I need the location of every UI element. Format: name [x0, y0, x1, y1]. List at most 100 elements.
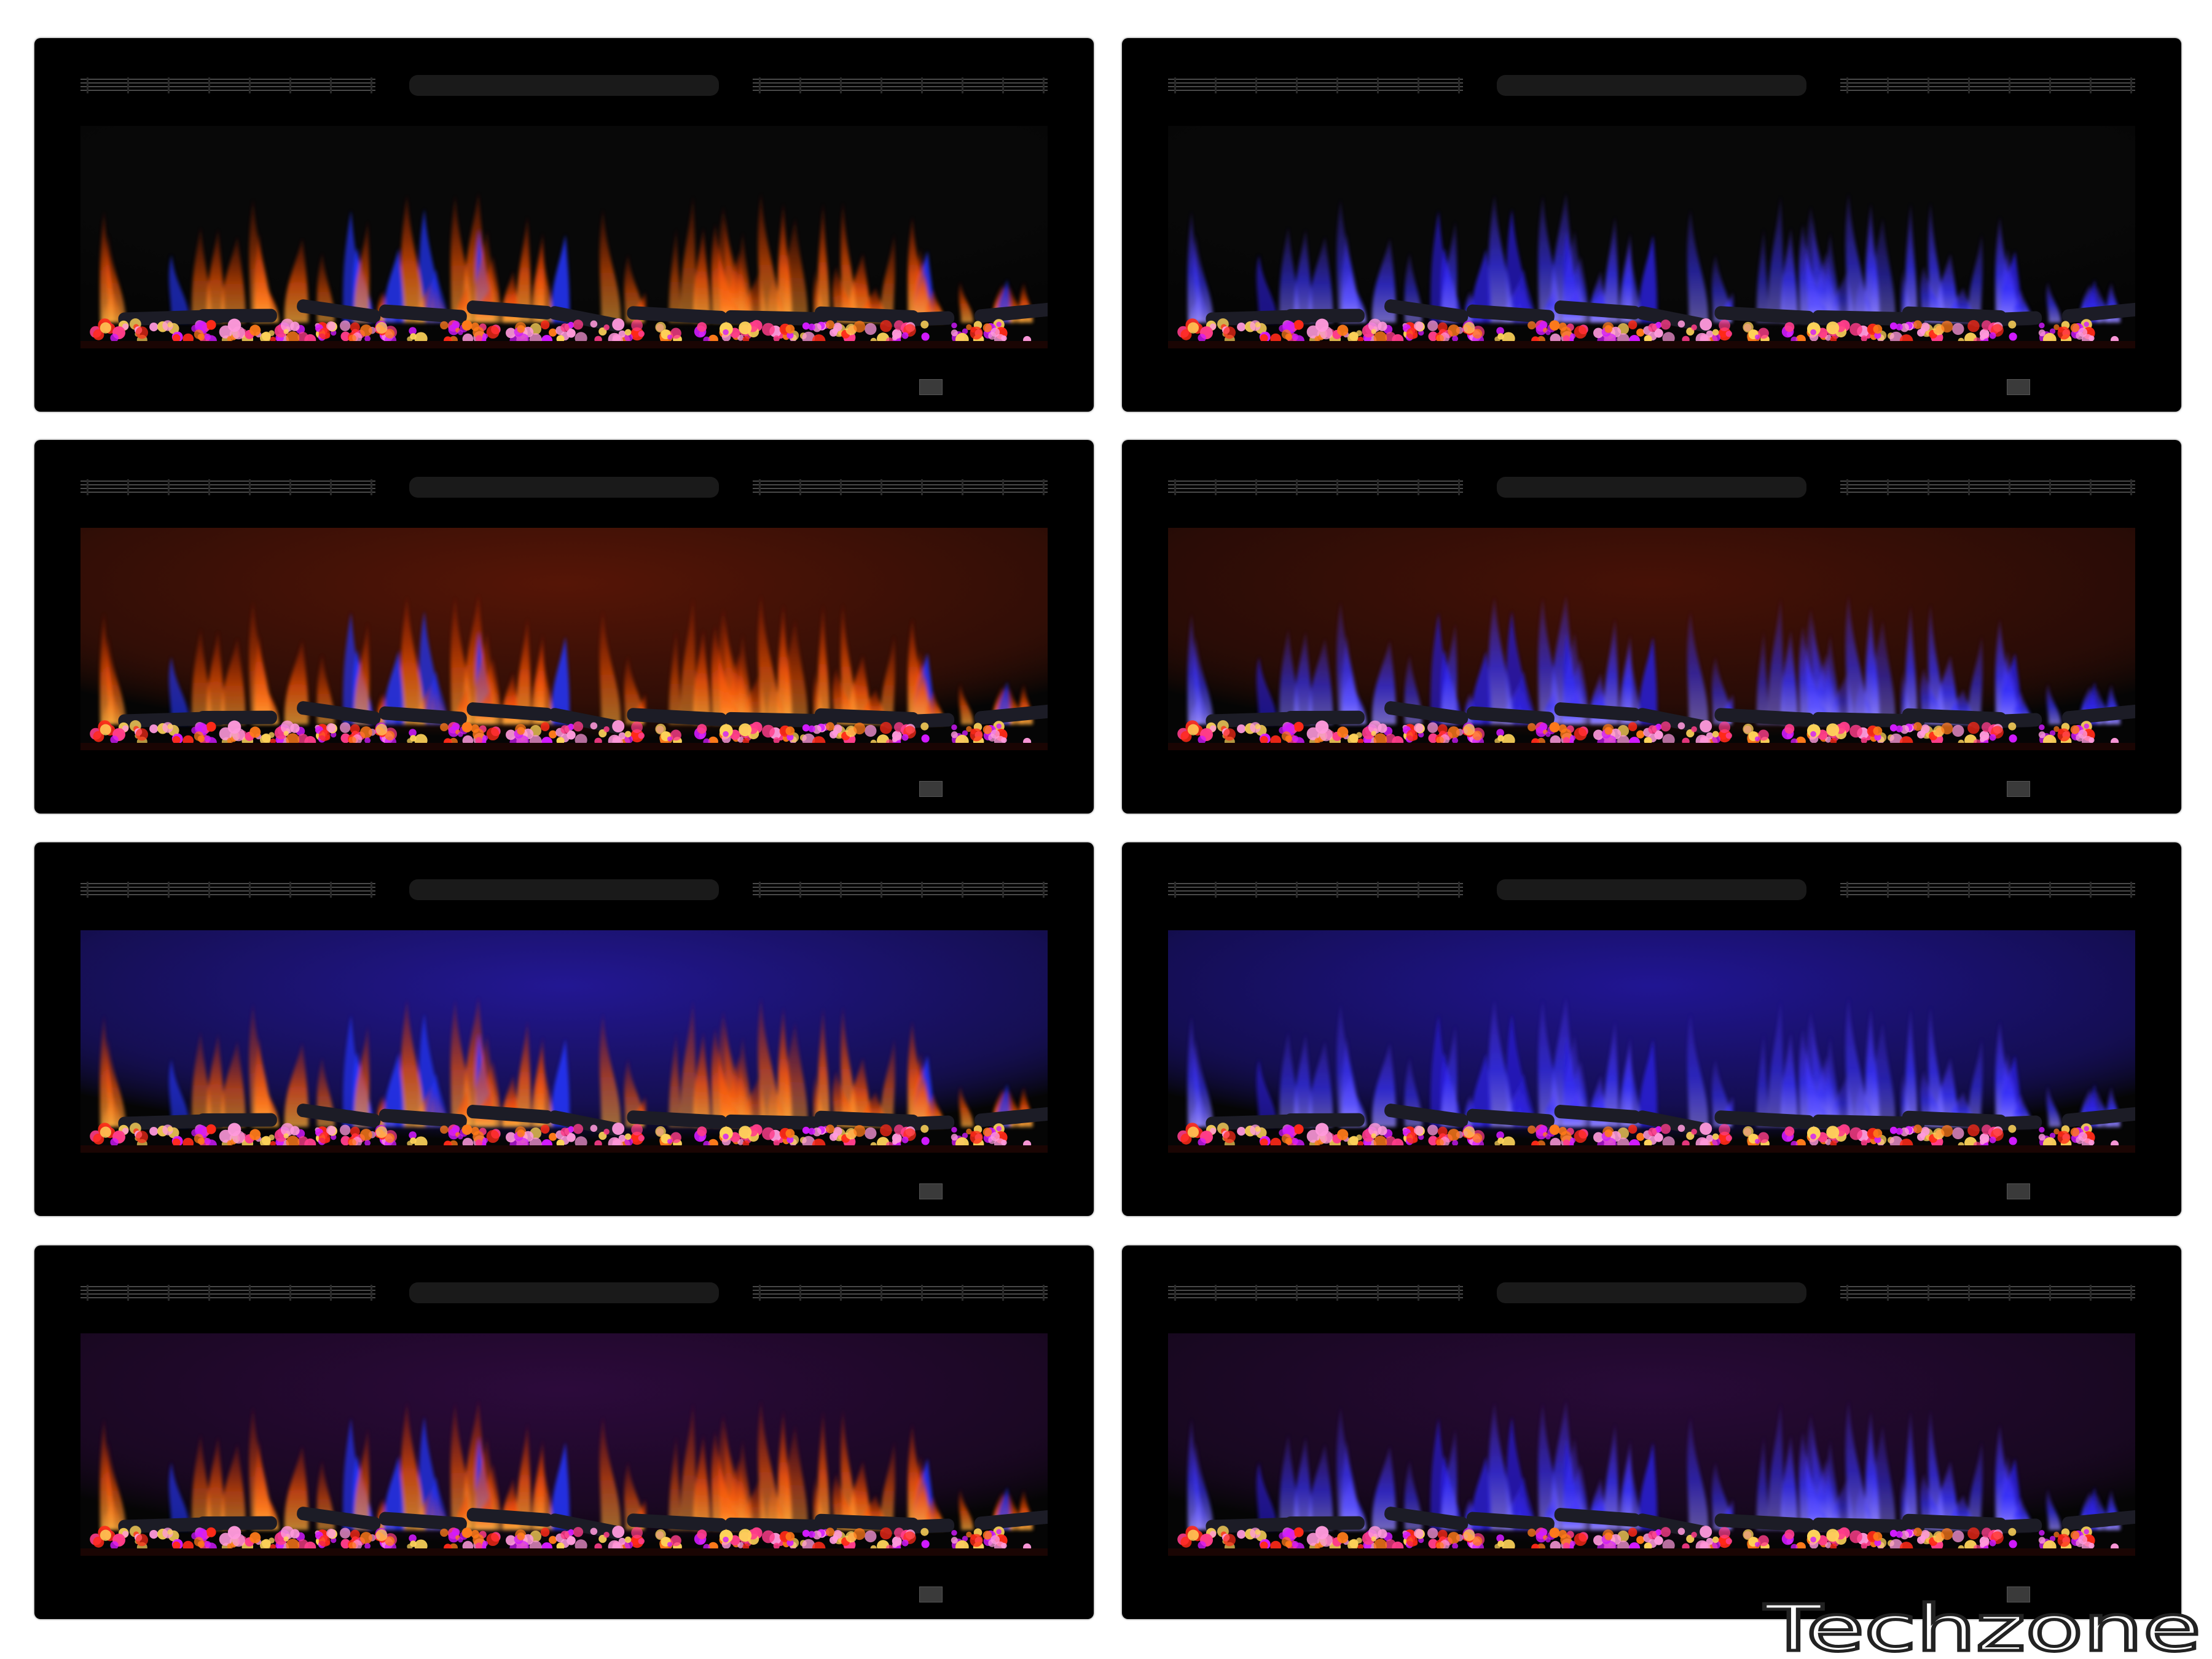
- ember-crystal: [2070, 1531, 2080, 1540]
- ember-crystal: [93, 1133, 104, 1145]
- ember-crystal: [249, 1532, 261, 1543]
- ember-crystal: [966, 324, 972, 331]
- flame-shape: [669, 228, 681, 323]
- ember-crystal: [966, 726, 972, 732]
- ember-crystal: [326, 723, 336, 733]
- flame-shape: [1687, 1013, 1709, 1127]
- ember-crystal: [1941, 1125, 1953, 1137]
- ember-crystal: [785, 1532, 795, 1542]
- ember-crystal: [1406, 327, 1418, 340]
- ember-crystal: [1700, 720, 1712, 732]
- flame-screen-svg: [80, 126, 1048, 348]
- ember-crystal: [1223, 1534, 1236, 1547]
- ember-crystal: [2070, 725, 2080, 734]
- vent-grille-icon: [753, 882, 1048, 898]
- ember-crystal: [970, 326, 983, 340]
- ember-crystal: [982, 725, 992, 734]
- ember-crystal: [773, 335, 780, 342]
- flame-shape: [531, 633, 545, 724]
- ember-crystal: [1406, 1535, 1418, 1547]
- flame-shape: [783, 619, 808, 724]
- ember-crystal: [1636, 1132, 1645, 1141]
- ember-crystal: [110, 1138, 119, 1147]
- ember-crystal: [1293, 721, 1304, 732]
- ember-crystal: [2084, 723, 2089, 729]
- flame-screen-svg: [1168, 1333, 2135, 1556]
- ember-crystal: [110, 1541, 119, 1550]
- ember-crystal: [966, 1531, 972, 1538]
- ember-crystal: [122, 1531, 129, 1537]
- flame-shape: [1604, 618, 1619, 724]
- ember-crystal: [894, 1528, 904, 1538]
- flame-shape: [817, 1410, 830, 1530]
- ember-crystal: [440, 321, 449, 330]
- log-shape: [883, 1518, 955, 1535]
- ember-crystal: [1900, 725, 1909, 734]
- embers-layer: [1177, 720, 2119, 750]
- ember-crystal: [697, 1529, 707, 1540]
- ember-crystal: [360, 324, 372, 337]
- log-shape: [378, 1108, 467, 1128]
- ember-crystal: [517, 324, 525, 333]
- ember-crystal: [996, 321, 1002, 327]
- ember-crystal: [540, 722, 550, 731]
- ember-crystal: [1452, 335, 1459, 342]
- ember-crystal: [1371, 1133, 1376, 1139]
- ember-crystal: [1281, 1537, 1292, 1547]
- ember-crystal: [573, 1124, 584, 1134]
- flame-shape: [551, 636, 570, 724]
- ember-crystal: [1472, 731, 1483, 740]
- right-vent: [1840, 477, 2135, 498]
- log-shape: [466, 702, 554, 721]
- flame-shape: [1767, 195, 1784, 323]
- ember-crystal: [1349, 331, 1359, 341]
- ember-crystal: [486, 326, 500, 339]
- flame-shape: [680, 1000, 696, 1127]
- log-shape: [1971, 713, 2042, 729]
- ember-crystal: [1371, 1536, 1376, 1542]
- flame-shape: [1905, 604, 1918, 724]
- ember-crystal: [1452, 1543, 1459, 1550]
- ir-receiver-icon: [919, 1183, 943, 1199]
- ember-crystal: [1472, 1133, 1483, 1143]
- flame-shape: [516, 618, 531, 724]
- ember-crystal: [1349, 1539, 1359, 1548]
- ember-crystal: [1758, 729, 1769, 741]
- ember-crystal: [482, 735, 488, 741]
- ember-crystal: [473, 1131, 484, 1143]
- control-panel-strip: [1497, 477, 1806, 498]
- ember-crystal: [618, 1134, 626, 1142]
- flame-shape: [758, 997, 780, 1127]
- ember-crystal: [1545, 731, 1551, 737]
- flame-shape: [106, 1038, 126, 1127]
- flame-shape: [1293, 1436, 1312, 1530]
- ember-crystal: [1913, 320, 1923, 329]
- watermark-text: Techzone: [1764, 1596, 2201, 1658]
- flame-shape: [880, 635, 895, 724]
- ember-crystal: [1337, 324, 1349, 336]
- ember-crystal: [1604, 1532, 1613, 1540]
- ember-crystal: [1648, 323, 1657, 332]
- flame-shape: [1441, 1025, 1457, 1127]
- ember-crystal: [723, 731, 729, 737]
- ember-crystal: [1406, 1132, 1418, 1144]
- ember-crystal: [1001, 335, 1007, 342]
- flame-shape: [599, 208, 621, 323]
- ember-crystal: [573, 1527, 584, 1537]
- ember-crystal: [375, 1529, 388, 1541]
- ember-crystal: [1719, 1527, 1730, 1539]
- ember-crystal: [1655, 321, 1662, 329]
- ember-crystal: [1428, 1539, 1438, 1549]
- ember-crystal: [2053, 324, 2060, 331]
- ember-crystal: [482, 1137, 488, 1143]
- flame-shape: [758, 1400, 780, 1530]
- ember-crystal: [1660, 320, 1671, 330]
- ember-crystal: [2078, 729, 2088, 739]
- ember-crystal: [1874, 1136, 1881, 1143]
- ember-crystal: [825, 722, 835, 731]
- log-shape: [1714, 708, 1815, 726]
- ember-crystal: [667, 334, 672, 340]
- ember-crystal: [1896, 1128, 1903, 1135]
- ember-crystal: [269, 1537, 275, 1543]
- flame-shape: [1441, 622, 1457, 724]
